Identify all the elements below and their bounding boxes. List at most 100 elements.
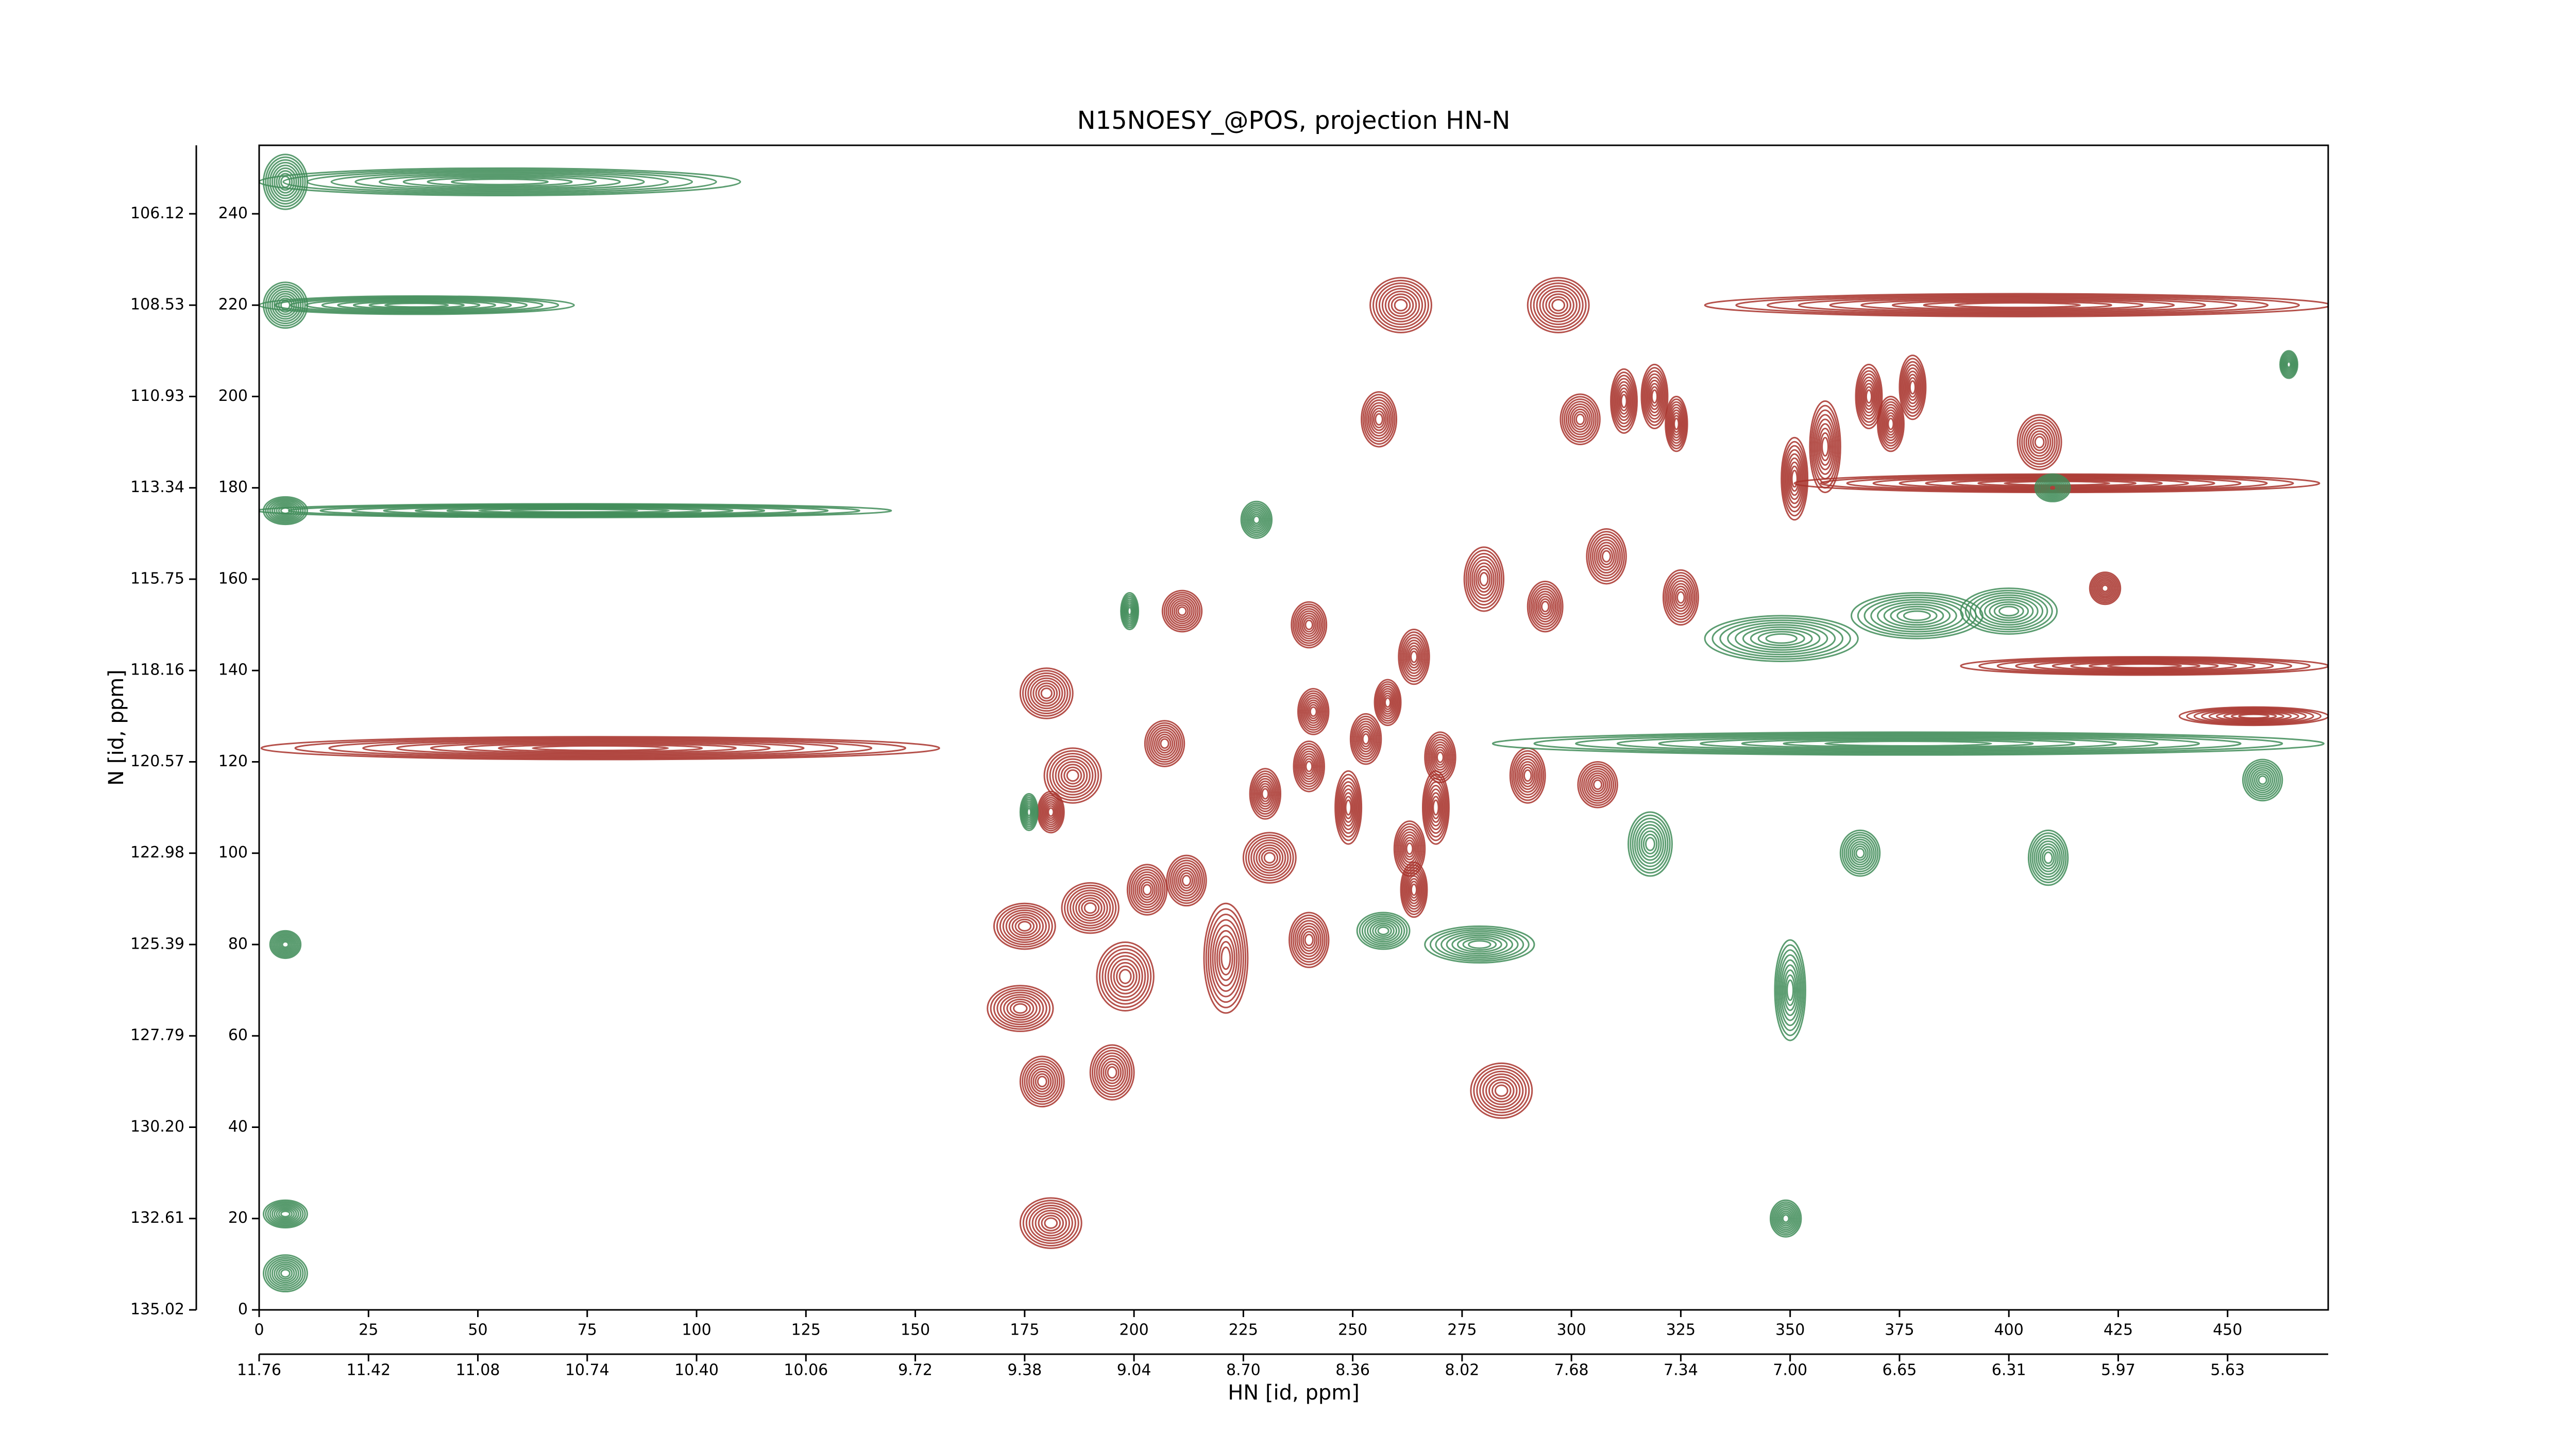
contour-peak [269, 162, 302, 202]
contour-peak [2041, 849, 2055, 867]
contour-peak [1591, 536, 1621, 577]
contour-peak [1632, 817, 1669, 871]
contour-peak [1577, 761, 1618, 808]
contour-peak [1598, 544, 1615, 568]
contour-peak [1906, 374, 1919, 401]
contour-peak [1046, 805, 1056, 819]
contour-peak [1616, 735, 2200, 753]
contour-peak [1384, 291, 1417, 320]
contour-peak [1098, 945, 1152, 1008]
contour-peak [1534, 591, 1557, 622]
ppm-y-tick-label: 130.20 [130, 1118, 184, 1136]
contour-peak [1820, 432, 1831, 462]
contour-peak [1251, 513, 1262, 526]
contour-peak [2186, 707, 2322, 726]
contour-peak [1256, 844, 1284, 871]
contour-peak [1845, 836, 1875, 870]
contour-peak [1300, 928, 1318, 952]
contour-peak [1042, 799, 1060, 825]
contour-peak [1774, 939, 1806, 1041]
contour-peak [532, 745, 669, 751]
ppm-x-tick-label: 9.38 [1007, 1361, 1042, 1379]
contour-peak [1144, 720, 1185, 767]
contour-peak [1364, 396, 1394, 442]
contour-peak [2101, 584, 2109, 593]
contour-peak [2193, 708, 2314, 724]
contour-peak [510, 508, 638, 513]
x-tick-label: 225 [1229, 1321, 1258, 1339]
contour-peak [1369, 277, 1432, 333]
contour-peak [1009, 1001, 1031, 1016]
contour-peak [1891, 299, 2144, 311]
contour-peak [1471, 559, 1497, 599]
contour-peak [1993, 603, 2024, 619]
contour-peak [271, 164, 299, 199]
contour-peak [1245, 834, 1294, 881]
x-tick-label: 325 [1666, 1321, 1696, 1339]
ppm-x-tick-label: 10.06 [784, 1361, 828, 1379]
contour-peak [1615, 381, 1633, 422]
contour-peak [274, 296, 560, 314]
contour-peak [1537, 596, 1553, 618]
contour-peak [337, 299, 496, 311]
contour-peak [267, 159, 304, 205]
contour-peak [2031, 835, 2065, 881]
x-tick-label: 400 [1994, 1321, 2024, 1339]
contour-peak [1066, 887, 1114, 929]
contour-peak [1672, 415, 1681, 433]
contour-peak [1214, 930, 1238, 987]
contour-peak [2284, 358, 2293, 371]
ppm-y-tick-label: 115.75 [130, 569, 184, 587]
contour-peak [1530, 585, 1560, 628]
contour-peak [1032, 1070, 1052, 1092]
contour-peak [2253, 771, 2272, 789]
contour-peak [1301, 695, 1325, 729]
contour-peak [278, 1267, 293, 1280]
contour-peak [1263, 852, 1276, 864]
contour-peak [2283, 357, 2294, 373]
contour-peak [1784, 449, 1805, 509]
contour-peak [1154, 731, 1176, 756]
contour-peak [271, 501, 299, 520]
contour-peak [1424, 925, 1535, 964]
contour-peak [1651, 389, 1658, 404]
contour-peak [1249, 768, 1282, 820]
contour-peak [1456, 936, 1502, 953]
contour-peak [1203, 902, 1249, 1014]
contour-peak [1107, 1066, 1117, 1079]
contour-peak [1043, 747, 1102, 804]
y-axis-label: N [id, ppm] [105, 669, 128, 786]
contour-peak [1583, 768, 1613, 802]
contour-peak [1404, 639, 1424, 675]
contour-peak [1824, 740, 1992, 747]
contour-peak [1579, 763, 1616, 806]
contour-peak [1369, 405, 1389, 434]
contour-peak [1769, 1199, 1802, 1238]
x-tick-label: 200 [1119, 1321, 1148, 1339]
contour-peak [2092, 575, 2119, 602]
ppm-x-tick-label: 7.34 [1664, 1361, 1698, 1379]
contour-peak [1674, 588, 1687, 606]
contour-peak [2099, 582, 2111, 594]
contour-peak [1362, 733, 1370, 745]
contour-peak [1171, 600, 1193, 622]
contour-peak [1666, 575, 1696, 620]
contour-peak [276, 295, 295, 315]
contour-peak [1255, 778, 1276, 810]
contour-peak [1032, 680, 1061, 707]
contour-peak [1485, 1076, 1518, 1105]
contour-peak [1044, 1217, 1058, 1229]
contour-peak [1829, 297, 2206, 313]
contour-peak [1885, 412, 1897, 436]
contour-peak [1462, 938, 1497, 951]
contour-peak [2248, 765, 2277, 796]
contour-peak [993, 989, 1047, 1028]
contour-peak [999, 907, 1050, 946]
contour-peak [306, 170, 693, 194]
contour-peak [1790, 465, 1800, 492]
contour-peak [2052, 660, 2238, 671]
contour-peak [2038, 843, 2059, 872]
contour-peak [1658, 736, 2159, 751]
contour-peak [1297, 688, 1330, 735]
y-tick-label: 240 [218, 204, 248, 222]
